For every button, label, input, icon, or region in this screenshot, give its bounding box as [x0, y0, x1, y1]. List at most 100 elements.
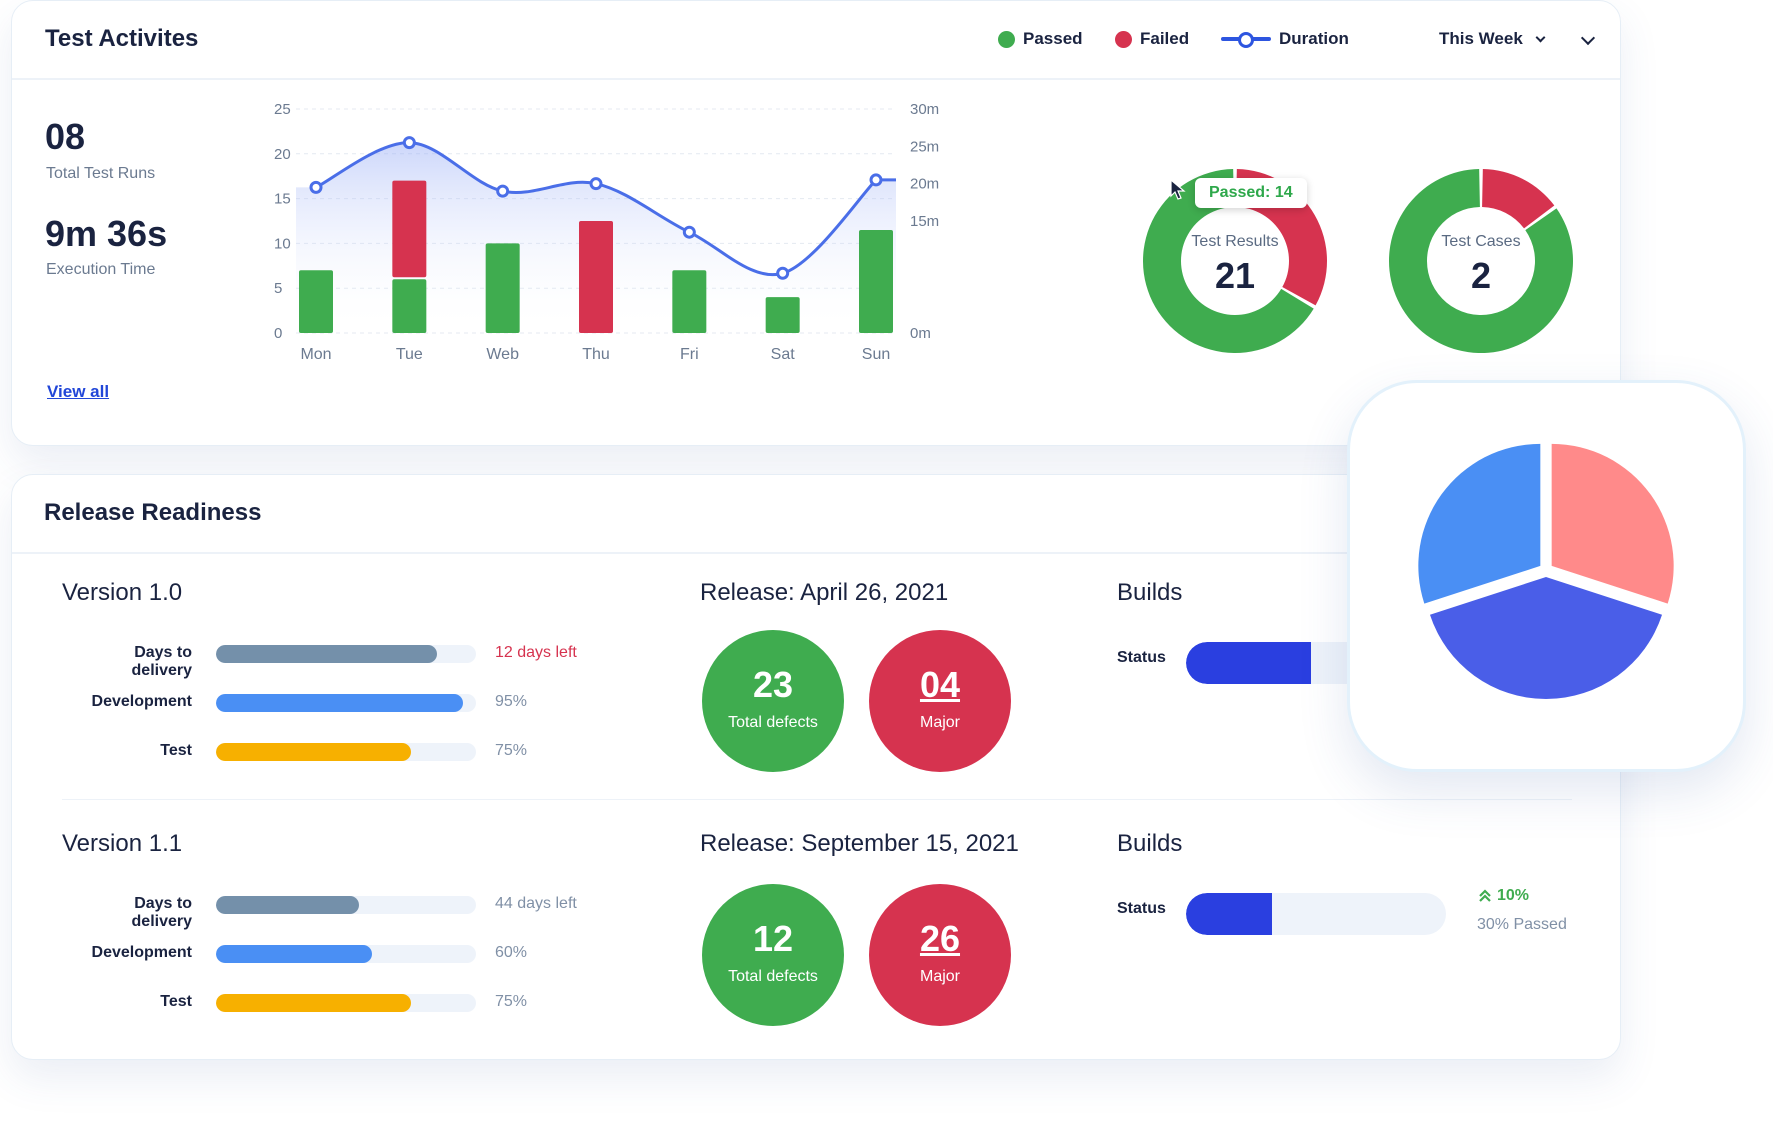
donut-failed-segment[interactable]	[1482, 169, 1555, 229]
y-tick-label: 25	[274, 101, 291, 118]
days-to-delivery-bar	[216, 645, 476, 663]
chevron-down-icon	[1535, 32, 1546, 42]
duration-line-icon	[1221, 31, 1271, 48]
x-tick-label: Tue	[396, 346, 423, 363]
y-tick-label: 0	[274, 325, 282, 342]
total-defects-circle[interactable]: 23 Total defects	[702, 630, 844, 772]
bar-label: Days to delivery	[131, 895, 192, 930]
x-tick-label: Web	[486, 346, 519, 363]
pie-chart-card	[1347, 380, 1746, 772]
x-tick-label: Sat	[771, 346, 796, 363]
bar-passed	[392, 279, 427, 333]
duration-point	[589, 177, 603, 191]
bar-passed	[299, 270, 333, 333]
pie-chart	[1418, 443, 1674, 699]
development-bar	[216, 945, 476, 963]
version-name: Version 1.1	[62, 830, 183, 857]
legend-failed[interactable]: Failed	[1115, 29, 1189, 49]
passed-percent-text: 30% Passed	[1477, 916, 1567, 933]
bar-passed	[765, 297, 800, 333]
legend-passed[interactable]: Passed	[998, 29, 1083, 49]
days-to-delivery-bar	[216, 896, 476, 914]
passed-dot-icon	[998, 30, 1015, 48]
builds-fill	[1186, 893, 1272, 935]
total-runs-label: Total Test Runs	[46, 165, 156, 182]
release-date: Release: September 15, 2021	[700, 830, 1019, 857]
view-all-link[interactable]: View all	[47, 382, 110, 401]
bar-label: Test	[160, 742, 192, 759]
test-bar	[216, 743, 476, 761]
trend-value: 10%	[1497, 887, 1530, 904]
bar-meta: 60%	[495, 944, 528, 961]
total-defects-value: 23	[752, 664, 794, 705]
builds-title: Builds	[1117, 830, 1183, 857]
bar-failed	[392, 180, 427, 278]
collapse-chevron-icon[interactable]	[1580, 30, 1596, 46]
major-defects-circle[interactable]: 26 Major	[869, 884, 1011, 1026]
x-tick-label: Thu	[582, 346, 610, 363]
test-cases-donut[interactable]	[1371, 151, 1591, 371]
bar-meta: 75%	[495, 993, 528, 1010]
total-defects-label: Total defects	[728, 714, 818, 731]
y-tick-label: 10	[274, 235, 291, 252]
bar-failed	[579, 221, 613, 333]
development-bar	[216, 694, 476, 712]
donut-passed-segment[interactable]	[1389, 169, 1573, 353]
major-defects-value: 26	[919, 918, 961, 959]
x-tick-label: Sun	[862, 346, 890, 363]
pie-slice-red	[1551, 443, 1674, 604]
y2-tick-label: 0m	[910, 325, 931, 342]
y2-tick-label: 20m	[910, 176, 939, 193]
legend-duration-label: Duration	[1279, 29, 1349, 48]
bar-meta: 44 days left	[495, 895, 577, 912]
y2-tick-label: 15m	[910, 213, 939, 230]
total-defects-value: 12	[752, 918, 794, 959]
builds-status-bar	[1186, 893, 1446, 935]
period-label: This Week	[1439, 29, 1523, 48]
bar-label: Test	[160, 993, 192, 1010]
major-defects-circle[interactable]: 04 Major	[869, 630, 1011, 772]
legend-duration[interactable]: Duration	[1221, 29, 1349, 49]
bar-passed	[485, 243, 520, 333]
execution-time-value: 9m 36s	[45, 213, 168, 254]
version-divider	[62, 799, 1572, 800]
bar-fill	[216, 896, 359, 914]
double-chevron-up-icon	[1479, 889, 1491, 902]
major-defects-label: Major	[919, 968, 960, 985]
pie-slice-blue	[1429, 577, 1663, 699]
header-divider	[12, 552, 1620, 554]
bar-passed	[672, 270, 707, 333]
y-tick-label: 20	[274, 146, 291, 163]
duration-point	[496, 184, 510, 198]
period-select[interactable]: This Week	[1439, 29, 1546, 49]
total-runs-value: 08	[45, 116, 86, 157]
bar-meta: 12 days left	[495, 644, 577, 661]
bar-label: Development	[91, 693, 192, 710]
card-title: Test Activites	[45, 25, 199, 52]
y-tick-label: 5	[274, 280, 282, 297]
version-name: Version 1.0	[62, 579, 183, 606]
donut-passed-segment[interactable]	[1143, 169, 1314, 353]
bar-fill	[216, 743, 411, 761]
release-date: Release: April 26, 2021	[700, 579, 949, 606]
bar-fill	[216, 645, 437, 663]
test-activities-card: Test Activites Passed Failed Duration Th…	[11, 0, 1621, 446]
bar-passed	[859, 229, 893, 333]
legend-failed-label: Failed	[1140, 29, 1190, 48]
mouse-cursor-icon	[1170, 179, 1186, 200]
bar-fill	[216, 945, 372, 963]
bar-fill	[216, 694, 463, 712]
test-bar	[216, 994, 476, 1012]
builds-title: Builds	[1117, 579, 1183, 606]
y2-tick-label: 25m	[910, 138, 939, 155]
header-divider	[12, 78, 1620, 80]
execution-time-label: Execution Time	[46, 261, 156, 278]
total-defects-label: Total defects	[728, 968, 818, 985]
x-tick-label: Fri	[680, 346, 699, 363]
major-defects-label: Major	[919, 714, 960, 731]
status-label: Status	[1117, 900, 1166, 917]
pie-slice-lightblue	[1418, 443, 1541, 604]
total-defects-circle[interactable]: 12 Total defects	[702, 884, 844, 1026]
activity-chart: 0 5 10 15 20 25 0m 15m 20m 25m 30m Mon Tue Web Thu Fri S…	[274, 101, 939, 363]
card-title: Release Readiness	[44, 499, 262, 526]
